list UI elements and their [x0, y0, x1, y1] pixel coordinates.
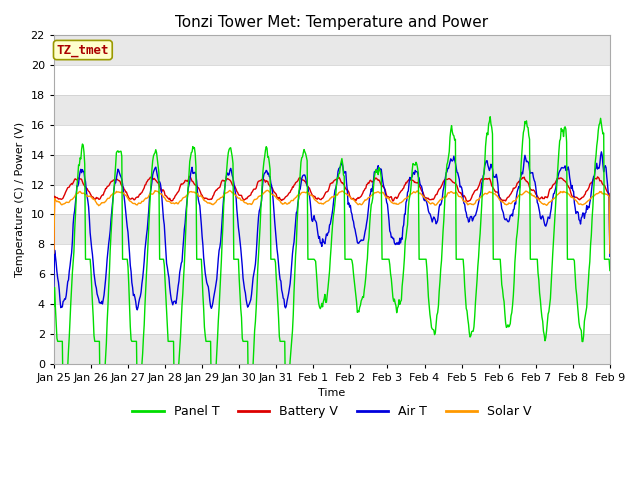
Bar — [54, 215, 610, 244]
Text: TZ_tmet: TZ_tmet — [56, 44, 109, 57]
Legend: Panel T, Battery V, Air T, Solar V: Panel T, Battery V, Air T, Solar V — [127, 400, 536, 423]
X-axis label: Time: Time — [318, 388, 346, 398]
Bar — [54, 274, 610, 304]
Bar — [54, 334, 610, 364]
Y-axis label: Temperature (C) / Power (V): Temperature (C) / Power (V) — [15, 122, 25, 277]
Bar — [54, 155, 610, 185]
Title: Tonzi Tower Met: Temperature and Power: Tonzi Tower Met: Temperature and Power — [175, 15, 488, 30]
Bar — [54, 36, 610, 65]
Bar — [54, 95, 610, 125]
